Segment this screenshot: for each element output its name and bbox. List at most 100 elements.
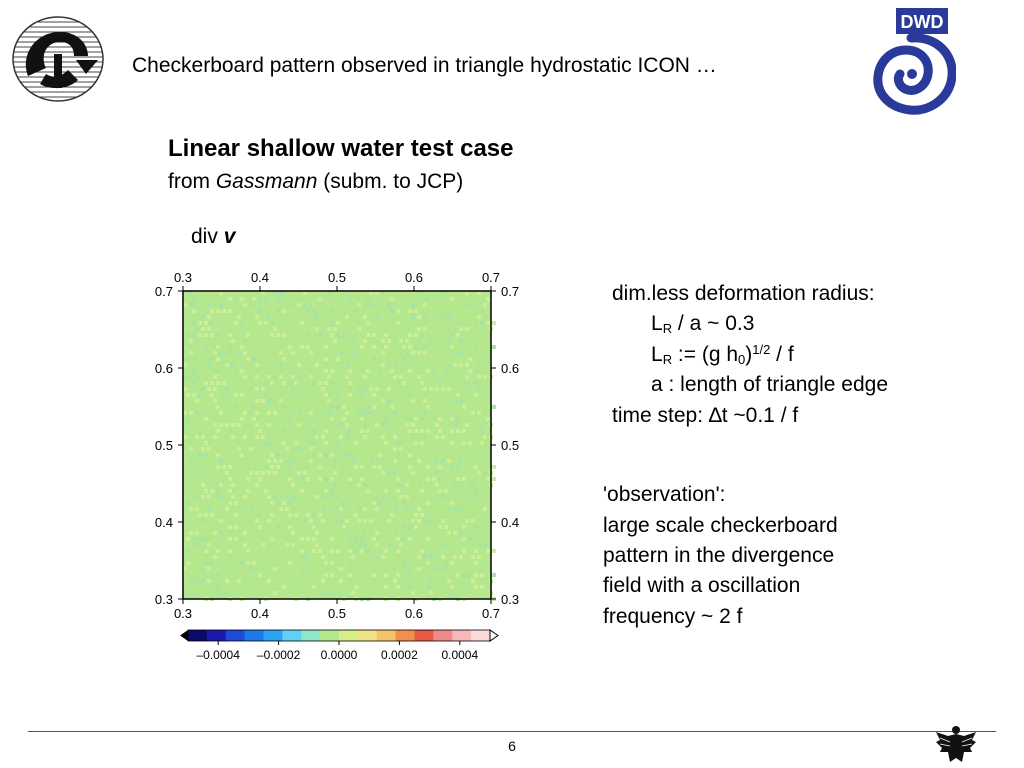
field-cell	[459, 507, 463, 511]
field-cell	[393, 447, 397, 451]
field-cell	[183, 363, 187, 367]
field-cell	[411, 435, 415, 439]
institute-logo	[12, 16, 104, 102]
field-cell	[324, 489, 328, 493]
field-cell	[450, 465, 454, 469]
field-cell	[414, 429, 418, 433]
field-cell	[435, 387, 439, 391]
field-cell	[420, 381, 424, 385]
field-cell	[312, 525, 316, 529]
field-cell	[249, 471, 253, 475]
field-cell	[471, 519, 475, 523]
field-cell	[351, 555, 355, 559]
field-cell	[459, 339, 463, 343]
field-cell	[474, 345, 478, 349]
field-cell	[426, 405, 430, 409]
field-cell	[255, 315, 259, 319]
field-cell	[420, 549, 424, 553]
field-cell	[462, 585, 466, 589]
field-cell	[186, 357, 190, 361]
dwd-logo-text: DWD	[901, 12, 944, 32]
field-cell	[246, 549, 250, 553]
field-cell	[360, 477, 364, 481]
field-cell	[210, 393, 214, 397]
field-cell	[321, 495, 325, 499]
field-cell	[363, 483, 367, 487]
field-cell	[201, 327, 205, 331]
field-cell	[405, 483, 409, 487]
plot-label-variable: v	[223, 225, 236, 248]
colorbar-segment	[301, 630, 321, 641]
field-cell	[342, 525, 346, 529]
field-cell	[462, 405, 466, 409]
field-cell	[252, 357, 256, 361]
field-cell	[456, 429, 460, 433]
field-cell	[192, 369, 196, 373]
field-cell	[237, 447, 241, 451]
field-cell	[339, 567, 343, 571]
field-cell	[303, 471, 307, 475]
colorbar-segment	[188, 630, 208, 641]
field-cell	[282, 309, 286, 313]
field-cell	[189, 459, 193, 463]
field-cell	[222, 309, 226, 313]
field-cell	[474, 573, 478, 577]
field-cell	[234, 297, 238, 301]
field-cell	[198, 465, 202, 469]
field-cell	[189, 507, 193, 511]
field-cell	[339, 579, 343, 583]
field-cell	[231, 483, 235, 487]
field-cell	[333, 339, 337, 343]
field-cell	[195, 507, 199, 511]
field-cell	[426, 369, 430, 373]
field-cell	[189, 339, 193, 343]
field-cell	[306, 345, 310, 349]
field-cell	[210, 321, 214, 325]
field-cell	[390, 513, 394, 517]
field-cell	[483, 303, 487, 307]
field-cell	[420, 429, 424, 433]
field-cell	[312, 513, 316, 517]
field-cell	[453, 483, 457, 487]
field-cell	[246, 477, 250, 481]
field-cell	[456, 573, 460, 577]
field-cell	[447, 363, 451, 367]
field-cell	[297, 363, 301, 367]
field-cell	[303, 555, 307, 559]
field-cell	[477, 543, 481, 547]
field-cell	[423, 315, 427, 319]
colorbar-tick-label: 0.0002	[381, 648, 418, 662]
field-cell	[462, 429, 466, 433]
field-cell	[465, 363, 469, 367]
field-cell	[252, 417, 256, 421]
field-cell	[309, 351, 313, 355]
field-cell	[372, 465, 376, 469]
field-cell	[339, 435, 343, 439]
field-cell	[492, 345, 496, 349]
field-cell	[426, 477, 430, 481]
field-cell	[222, 441, 226, 445]
field-cell	[291, 483, 295, 487]
field-cell	[447, 315, 451, 319]
field-cell	[324, 369, 328, 373]
field-cell	[375, 543, 379, 547]
field-cell	[195, 399, 199, 403]
field-cell	[441, 567, 445, 571]
field-cell	[201, 579, 205, 583]
field-cell	[492, 405, 496, 409]
field-cell	[408, 309, 412, 313]
field-cell	[414, 345, 418, 349]
field-cell	[393, 375, 397, 379]
field-cell	[444, 369, 448, 373]
field-cell	[372, 333, 376, 337]
field-cell	[402, 537, 406, 541]
field-cell	[342, 453, 346, 457]
field-cell	[273, 375, 277, 379]
field-cell	[375, 519, 379, 523]
field-cell	[321, 507, 325, 511]
field-cell	[429, 339, 433, 343]
field-cell	[324, 381, 328, 385]
field-cell	[261, 291, 265, 295]
field-cell	[201, 483, 205, 487]
field-cell	[255, 519, 259, 523]
